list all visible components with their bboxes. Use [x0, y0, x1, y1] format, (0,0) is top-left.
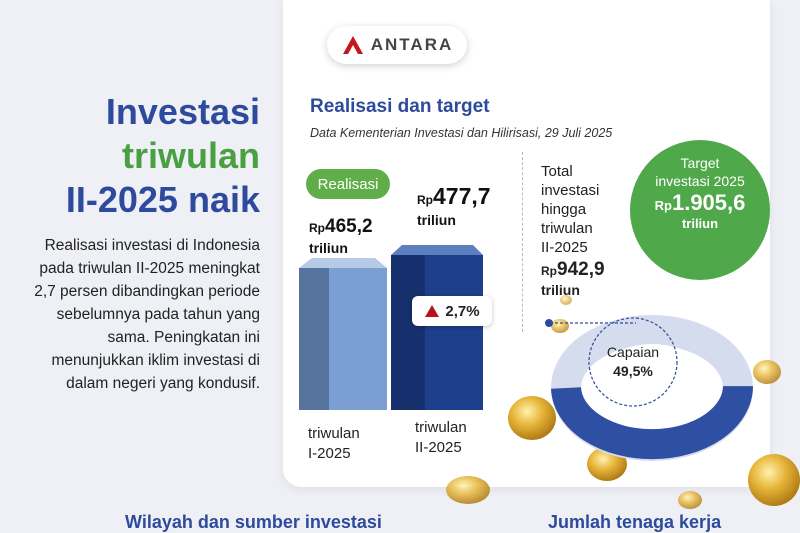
section-divider: [522, 152, 523, 332]
coin-icon: [446, 476, 490, 504]
page-title: Investasi triwulan II-2025 naik: [66, 90, 260, 222]
target-amount: Rp1.905,6: [654, 190, 746, 215]
growth-value: 2,7%: [445, 302, 480, 320]
growth-badge: 2,7%: [412, 296, 492, 326]
q2-label: triwulan II-2025: [415, 419, 467, 456]
target-circle: Target investasi 2025 Rp1.905,6 triliun: [630, 140, 770, 280]
brand-name: ANTARA: [370, 35, 454, 54]
coin-icon: [748, 454, 800, 506]
coin-icon: [508, 396, 556, 440]
total-amount: Rp942,9: [541, 259, 605, 280]
realisasi-badge: Realisasi: [306, 169, 390, 199]
coin-icon: [560, 295, 572, 305]
title-line-1: Investasi: [105, 91, 260, 132]
achievement-label: Capaian 49,5%: [606, 344, 660, 379]
title-line-3: II-2025 naik: [65, 179, 260, 220]
bottom-heading-left: Wilayah dan sumber investasi: [125, 512, 382, 532]
coin-icon: [753, 360, 781, 384]
bottom-heading-right: Jumlah tenaga kerja: [548, 512, 722, 532]
antara-logo-icon: [342, 36, 363, 54]
q1-label: triwulan I-2025: [308, 425, 360, 462]
target-title: Target investasi 2025: [655, 155, 745, 189]
bar-q2: [391, 245, 483, 410]
title-line-2: triwulan: [121, 135, 260, 176]
total-investment: Total investasi hingga triwulan II-2025 …: [541, 163, 605, 298]
q1-amount: Rp465,2 triliun: [309, 216, 373, 256]
arrow-up-icon: [425, 305, 440, 317]
coin-icon: [678, 491, 702, 509]
bar-q1: [299, 258, 387, 410]
source-note: Data Kementerian Investasi dan Hilirisas…: [310, 126, 613, 140]
description-text: Realisasi investasi di Indonesia pada tr…: [34, 237, 260, 392]
q2-amount: Rp477,7 triliun: [417, 183, 491, 228]
section-title: Realisasi dan target: [310, 96, 490, 117]
antara-logo: ANTARA: [327, 26, 467, 64]
